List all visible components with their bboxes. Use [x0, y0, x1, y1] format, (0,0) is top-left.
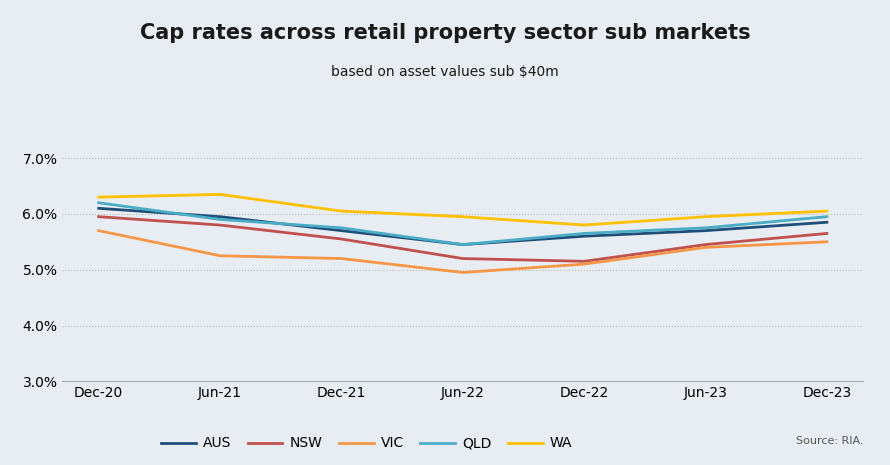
VIC [578, 261, 589, 267]
AUS [93, 206, 104, 211]
WA [700, 214, 711, 219]
Text: based on asset values sub $40m: based on asset values sub $40m [331, 65, 559, 79]
AUS [214, 214, 225, 219]
QLD [214, 217, 225, 222]
AUS [336, 228, 347, 233]
QLD [821, 214, 832, 219]
VIC [214, 253, 225, 259]
WA [336, 208, 347, 214]
Legend: AUS, NSW, VIC, QLD, WA: AUS, NSW, VIC, QLD, WA [156, 431, 578, 456]
NSW [336, 236, 347, 242]
VIC [93, 228, 104, 233]
NSW [821, 231, 832, 236]
Text: Source: RIA.: Source: RIA. [796, 436, 863, 446]
QLD [700, 225, 711, 231]
Line: VIC: VIC [99, 231, 827, 272]
Line: AUS: AUS [99, 208, 827, 245]
WA [93, 194, 104, 200]
WA [214, 192, 225, 197]
Line: NSW: NSW [99, 217, 827, 261]
QLD [336, 225, 347, 231]
WA [457, 214, 468, 219]
Line: QLD: QLD [99, 203, 827, 245]
VIC [336, 256, 347, 261]
WA [821, 208, 832, 214]
AUS [700, 228, 711, 233]
QLD [457, 242, 468, 247]
NSW [214, 222, 225, 228]
AUS [457, 242, 468, 247]
VIC [457, 270, 468, 275]
AUS [578, 233, 589, 239]
NSW [93, 214, 104, 219]
AUS [821, 219, 832, 225]
NSW [578, 259, 589, 264]
QLD [578, 231, 589, 236]
QLD [93, 200, 104, 206]
Text: Cap rates across retail property sector sub markets: Cap rates across retail property sector … [140, 22, 750, 43]
NSW [457, 256, 468, 261]
VIC [821, 239, 832, 245]
VIC [700, 245, 711, 250]
NSW [700, 242, 711, 247]
Line: WA: WA [99, 194, 827, 225]
WA [578, 222, 589, 228]
